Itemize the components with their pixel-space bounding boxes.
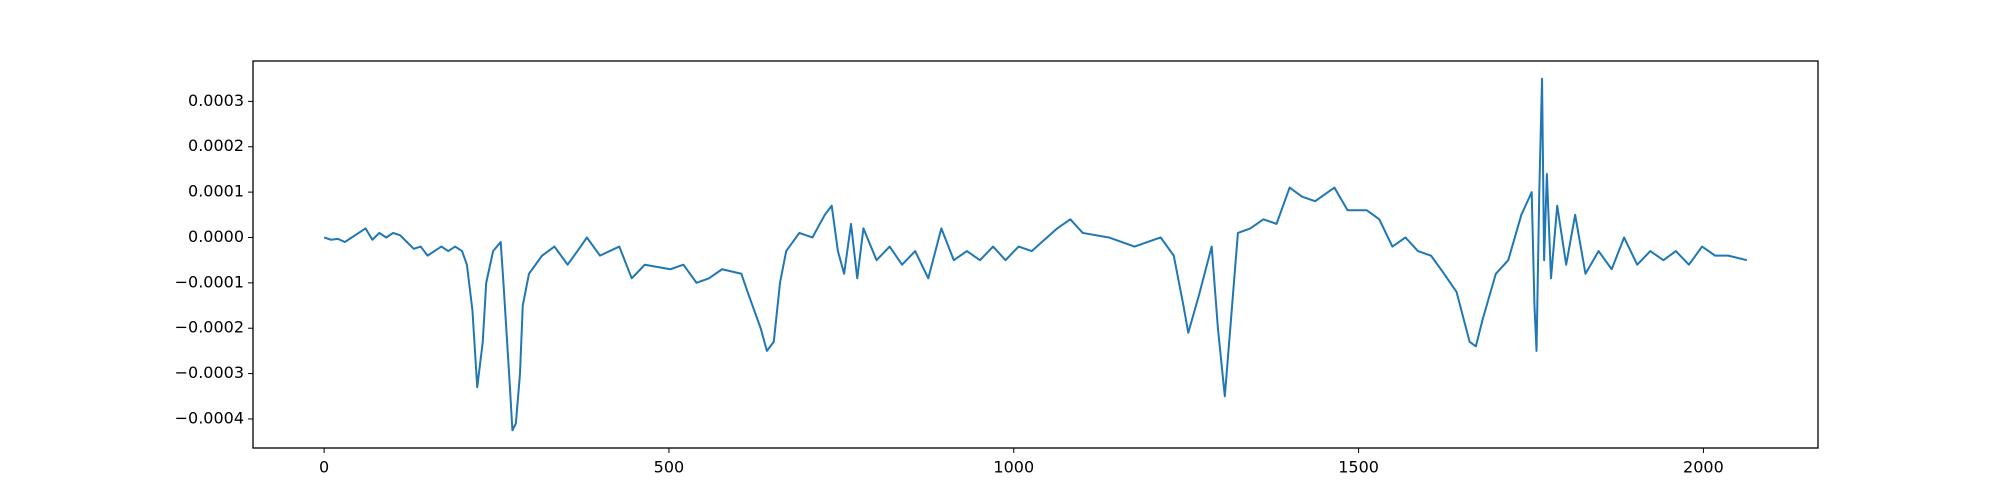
x-tick-label: 500 (654, 458, 685, 477)
y-tick-label: 0.0001 (188, 182, 244, 201)
y-tick-label: 0.0002 (188, 136, 244, 155)
x-tick-label: 1000 (993, 458, 1034, 477)
y-tick-label: −0.0004 (175, 408, 244, 427)
x-tick-label: 1500 (1338, 458, 1379, 477)
x-tick-label: 2000 (1683, 458, 1724, 477)
y-tick-label: 0.0000 (188, 227, 244, 246)
data-line (323, 77, 1748, 432)
y-tick-label: −0.0003 (175, 363, 244, 382)
y-tick-label: 0.0003 (188, 91, 244, 110)
axes-frame (252, 60, 1819, 449)
y-tick-label: −0.0001 (175, 272, 244, 291)
y-tick-label: −0.0002 (175, 318, 244, 337)
x-tick-label: 0 (319, 458, 329, 477)
